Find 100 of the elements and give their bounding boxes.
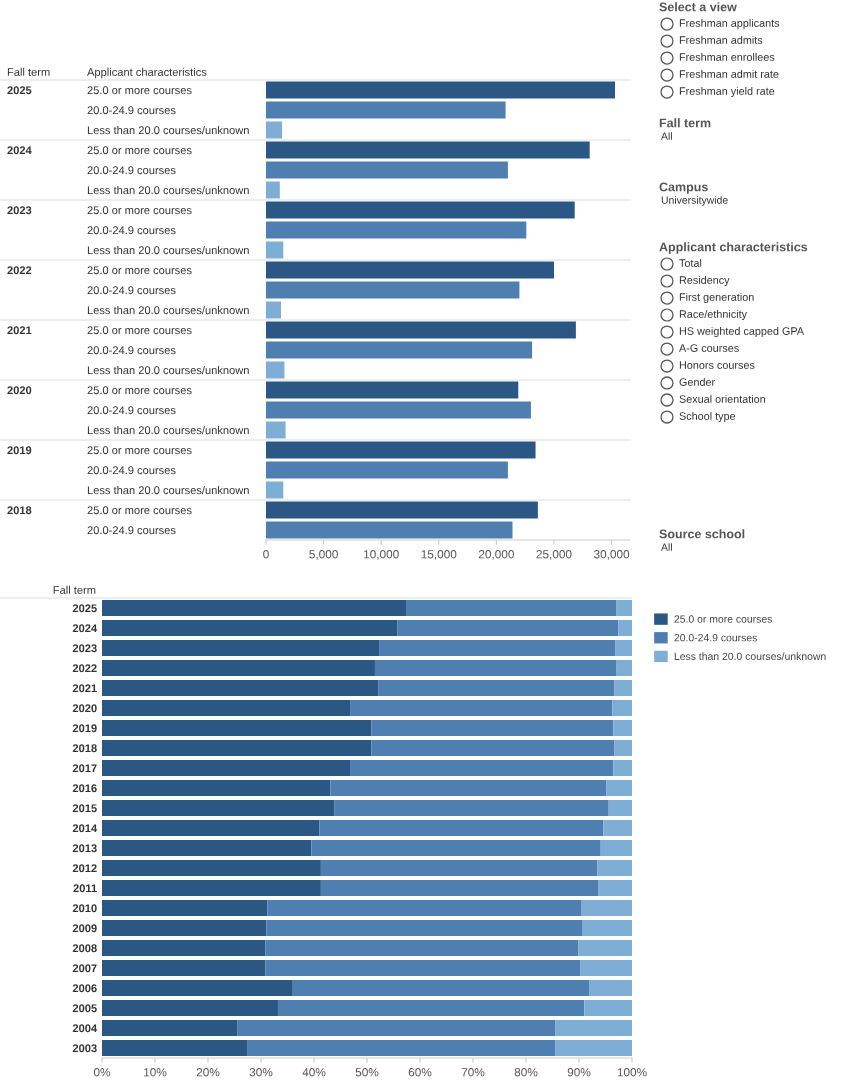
bar bbox=[311, 840, 601, 856]
y-axis-title: Applicant characteristics bbox=[87, 67, 207, 79]
legend-label: Less than 20.0 courses/unknown bbox=[674, 652, 826, 661]
text: Campus bbox=[659, 182, 708, 194]
category-label: Freshman admit rate bbox=[679, 69, 779, 78]
y-tick-label: 2008 bbox=[72, 944, 97, 953]
y-tick-label: 20.0-24.9 courses bbox=[87, 526, 176, 535]
x-tick-label: 10% bbox=[144, 1068, 167, 1077]
bar bbox=[247, 1040, 556, 1056]
text: Select a view bbox=[659, 2, 737, 12]
category-label: Total bbox=[679, 258, 702, 267]
bar bbox=[616, 660, 632, 676]
bar bbox=[603, 820, 632, 836]
y-tick-label: 25.0 or more courses bbox=[87, 506, 192, 515]
bar bbox=[266, 421, 286, 439]
bar bbox=[266, 920, 583, 936]
bar bbox=[350, 700, 613, 716]
bar bbox=[102, 600, 407, 616]
bar bbox=[102, 780, 331, 796]
y-tick-label: 25.0 or more courses bbox=[87, 206, 192, 215]
category-label: Freshman applicants bbox=[679, 18, 780, 30]
category-label: School type bbox=[679, 411, 736, 423]
bar bbox=[615, 640, 632, 656]
bar bbox=[266, 461, 508, 479]
bar bbox=[266, 181, 280, 199]
bar bbox=[266, 521, 513, 539]
y2-tick-label: 2025 bbox=[7, 86, 32, 95]
y-tick-label: 2016 bbox=[72, 784, 97, 793]
bar bbox=[102, 740, 372, 756]
y-tick-label: 2024 bbox=[72, 624, 98, 633]
bar bbox=[374, 660, 617, 676]
bar bbox=[555, 1040, 632, 1056]
bar bbox=[102, 760, 351, 776]
y-tick-label: 20.0-24.9 courses bbox=[87, 286, 176, 295]
legend-label: 20.0-24.9 courses bbox=[674, 633, 757, 642]
y2-tick-label: 2019 bbox=[7, 446, 32, 455]
x-tick-label: 10,000 bbox=[364, 550, 399, 560]
bar bbox=[320, 860, 598, 876]
y-tick-label: 2011 bbox=[73, 884, 97, 893]
y-tick-label: 25.0 or more courses bbox=[87, 266, 192, 275]
bar bbox=[614, 680, 632, 696]
x-tick-label: 90% bbox=[567, 1068, 591, 1077]
x-tick-label: 100% bbox=[617, 1068, 647, 1077]
y-tick-label: 2003 bbox=[72, 1044, 97, 1053]
y-tick-label: 20.0-24.9 courses bbox=[87, 106, 176, 115]
bar bbox=[589, 980, 632, 996]
x-tick-label: 80% bbox=[514, 1068, 538, 1077]
y2-tick-label: 2020 bbox=[7, 386, 32, 395]
y-tick-label: 20.0-24.9 courses bbox=[87, 466, 176, 475]
bar bbox=[266, 81, 616, 99]
bar bbox=[102, 720, 372, 736]
category-label: Freshman enrollees bbox=[679, 52, 775, 61]
bar bbox=[266, 161, 508, 179]
bar bbox=[613, 720, 632, 736]
x-tick-label: 0% bbox=[93, 1068, 111, 1077]
y-tick-label: 2010 bbox=[72, 904, 97, 913]
bar bbox=[371, 720, 614, 736]
bar bbox=[597, 860, 632, 876]
y-tick-label: 2023 bbox=[72, 644, 97, 653]
y-tick-label: 2019 bbox=[72, 724, 97, 733]
y-tick-label: 2015 bbox=[72, 804, 97, 813]
bar bbox=[292, 980, 590, 996]
bar bbox=[266, 121, 283, 139]
bar bbox=[102, 640, 380, 656]
y-tick-label: 25.0 or more courses bbox=[87, 326, 192, 335]
y-tick-label: 2017 bbox=[72, 764, 97, 773]
category-label: Honors courses bbox=[679, 361, 755, 369]
text: Applicant characteristics bbox=[659, 242, 808, 254]
bar bbox=[102, 1020, 238, 1036]
bar bbox=[266, 321, 576, 339]
y-tick-label: 25.0 or more courses bbox=[87, 386, 192, 395]
y-tick-label: 2012 bbox=[72, 864, 97, 873]
bar bbox=[266, 141, 590, 159]
y-tick-label: 2022 bbox=[72, 664, 97, 673]
category-label: Sexual orientation bbox=[679, 394, 766, 403]
x-tick-label: 20,000 bbox=[478, 550, 514, 560]
y-tick-label: 2025 bbox=[72, 604, 97, 613]
y-tick-label: 2018 bbox=[72, 744, 97, 753]
bar bbox=[102, 1000, 278, 1016]
y-tick-label: 20.0-24.9 courses bbox=[87, 166, 176, 175]
bar bbox=[102, 960, 266, 976]
category-label: Gender bbox=[679, 377, 715, 386]
category-label: First generation bbox=[679, 292, 754, 304]
bar bbox=[578, 940, 632, 956]
x-tick-label: 50% bbox=[355, 1068, 379, 1077]
bar bbox=[102, 700, 351, 716]
bar bbox=[102, 880, 321, 896]
y-tick-label: 2014 bbox=[72, 824, 98, 833]
bar bbox=[266, 301, 281, 319]
bar bbox=[598, 880, 632, 896]
legend-label: 25.0 or more courses bbox=[674, 615, 772, 623]
y-tick-label: Less than 20.0 courses/unknown bbox=[87, 485, 249, 495]
x-tick-label: 25,000 bbox=[536, 550, 572, 560]
y-axis-title: Fall term bbox=[53, 585, 96, 594]
y-tick-label: Less than 20.0 courses/unknown bbox=[87, 305, 249, 315]
bar bbox=[266, 481, 284, 499]
category-label: Freshman yield rate bbox=[679, 86, 775, 98]
bar bbox=[102, 920, 267, 936]
bar bbox=[102, 620, 398, 636]
bar bbox=[608, 800, 632, 816]
